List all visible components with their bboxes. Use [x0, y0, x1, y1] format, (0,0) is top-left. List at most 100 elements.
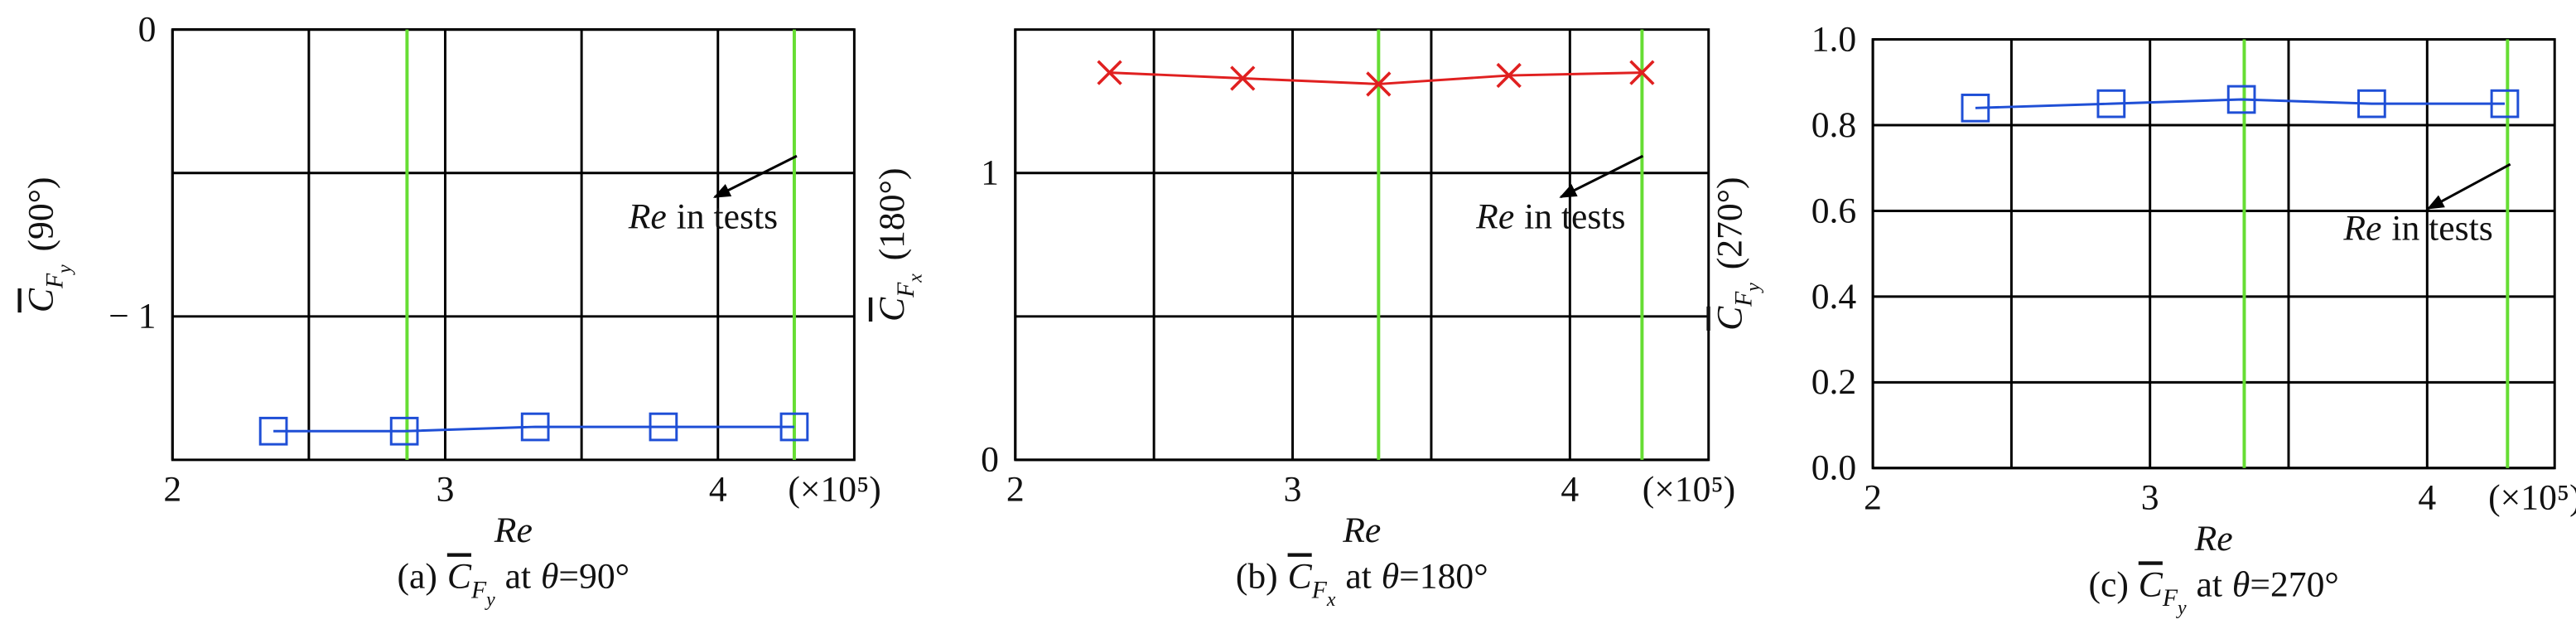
- subscript: F: [893, 282, 919, 298]
- x-unit: (×10⁵): [1643, 469, 1736, 509]
- caption-var: θ: [2232, 564, 2250, 604]
- y-label-suffix: (180°): [872, 168, 912, 261]
- x-tick-label: 2: [1006, 469, 1025, 509]
- marker: [258, 416, 288, 446]
- caption: (c) CFyat θ=270°: [2088, 564, 2338, 619]
- marker: [1961, 93, 1990, 123]
- caption: (b) CFxat θ=180°: [1236, 556, 1488, 611]
- x-tick-label: 3: [1284, 469, 1302, 509]
- y-axis-label: CFx (180°): [872, 168, 927, 322]
- annotation: Re in tests: [1475, 196, 1625, 236]
- y-tick-label: 1.0: [1811, 19, 1857, 59]
- subsubscript: x: [1326, 589, 1336, 611]
- subsubscript: y: [54, 264, 75, 275]
- x-tick-label: 3: [437, 469, 455, 509]
- marker: [2096, 89, 2126, 119]
- x-axis-label: Re: [494, 510, 533, 550]
- annotation-text: in tests: [2391, 208, 2492, 248]
- subsubscript: y: [2176, 598, 2187, 619]
- y-axis-label: CFy (270°): [1710, 177, 1764, 330]
- annotation-var: Re: [628, 196, 667, 236]
- caption-prefix: (a): [398, 556, 437, 596]
- caption-suffix: =180°: [1399, 556, 1488, 596]
- y-tick-label: 0.8: [1811, 105, 1857, 145]
- marker: [389, 416, 419, 446]
- annotation-arrow: [1559, 154, 1644, 199]
- annotation: Re in tests: [628, 196, 778, 236]
- x-axis-label: Re: [2194, 519, 2233, 559]
- caption-prefix: (b): [1236, 556, 1278, 596]
- annotation-var: Re: [1475, 196, 1514, 236]
- subsubscript: y: [485, 589, 495, 611]
- marker: [1496, 62, 1522, 89]
- subscript: F: [1730, 291, 1757, 307]
- marker: [520, 412, 550, 442]
- y-tick-label: 0.6: [1811, 191, 1857, 230]
- y-tick-label: 1: [981, 153, 999, 193]
- marker: [649, 412, 678, 442]
- caption-var: θ: [541, 556, 558, 596]
- x-tick-label: 2: [163, 469, 181, 509]
- caption-middle: at: [505, 556, 531, 596]
- symbol: C: [447, 556, 472, 596]
- marker: [1629, 60, 1655, 85]
- y-tick-label: 0.2: [1811, 362, 1857, 402]
- symbol: C: [1710, 306, 1749, 331]
- plot-frame: [1871, 38, 2556, 470]
- subscript: F: [2162, 585, 2178, 612]
- y-tick-label: 0.0: [1811, 448, 1857, 488]
- annotation-text: in tests: [677, 196, 778, 236]
- marker: [1230, 65, 1256, 91]
- marker: [779, 412, 809, 442]
- y-label-suffix: (90°): [21, 177, 60, 251]
- x-tick-label: 4: [1561, 469, 1579, 509]
- y-tick-label: − 1: [109, 297, 156, 336]
- caption-prefix: (c): [2088, 564, 2128, 604]
- y-tick-label: 0.4: [1811, 277, 1857, 317]
- symbol: C: [2139, 564, 2164, 604]
- plot-frame: [1014, 28, 1710, 462]
- series-line: [1975, 98, 2505, 109]
- subsubscript: x: [905, 273, 927, 283]
- subscript: F: [470, 577, 487, 603]
- symbol: C: [21, 288, 60, 312]
- y-tick-label: 0: [981, 440, 999, 480]
- x-tick-label: 2: [1864, 477, 1882, 517]
- marker: [1366, 71, 1392, 97]
- x-axis-label: Re: [1342, 510, 1381, 550]
- marker: [2357, 89, 2386, 119]
- x-tick-label: 4: [2418, 477, 2436, 517]
- subscript: F: [41, 273, 68, 289]
- y-axis-label: CFy (90°): [21, 177, 75, 312]
- symbol: C: [872, 297, 912, 322]
- annotation-var: Re: [2342, 208, 2381, 248]
- series-line: [273, 425, 794, 433]
- annotation-text: in tests: [1524, 196, 1625, 236]
- symbol: C: [1288, 556, 1313, 596]
- x-unit: (×10⁵): [788, 469, 881, 509]
- caption-middle: at: [1345, 556, 1371, 596]
- subscript: F: [1311, 577, 1328, 603]
- caption: (a) CFyat θ=90°: [398, 556, 630, 611]
- caption-middle: at: [2197, 564, 2222, 604]
- panel: 0.00.20.40.60.81.02 3 4 (×10⁵)Re in testsReC…: [1710, 19, 2576, 619]
- x-unit: (×10⁵): [2488, 477, 2576, 517]
- x-tick-label: 4: [709, 469, 727, 509]
- marker: [2490, 89, 2520, 119]
- marker: [1097, 60, 1122, 85]
- plot-frame: [171, 28, 856, 462]
- caption-suffix: =270°: [2250, 564, 2338, 604]
- subsubscript: y: [1743, 283, 1764, 293]
- x-tick-label: 3: [2141, 477, 2159, 517]
- y-tick-label: 0: [138, 10, 157, 50]
- annotation-arrow: [2426, 162, 2511, 210]
- marker: [2226, 85, 2256, 114]
- caption-var: θ: [1382, 556, 1399, 596]
- y-label-suffix: (270°): [1710, 177, 1749, 269]
- annotation-arrow: [712, 154, 798, 199]
- caption-suffix: =90°: [558, 556, 630, 596]
- annotation: Re in tests: [2342, 208, 2492, 248]
